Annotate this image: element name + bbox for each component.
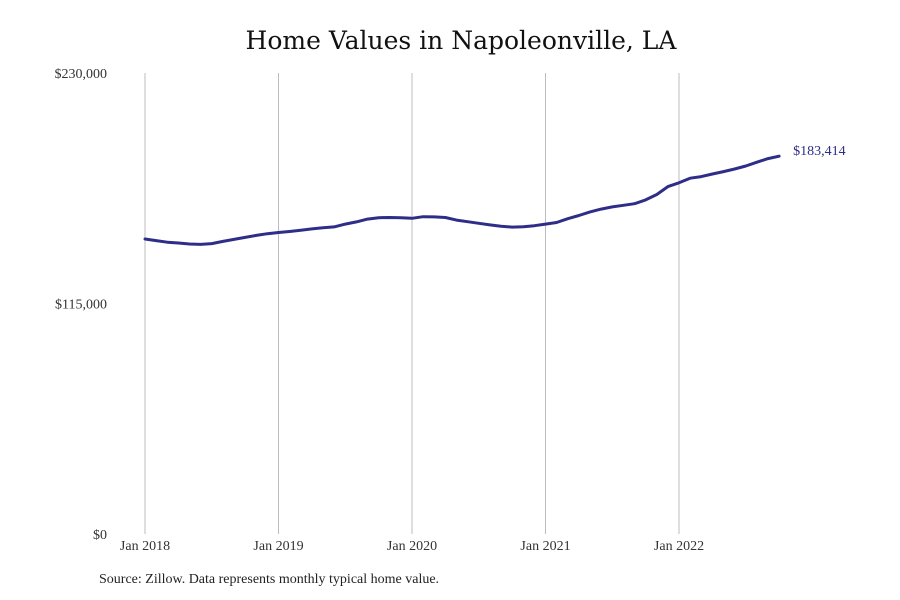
- x-tick-label: Jan 2021: [520, 539, 570, 554]
- y-tick-label: $0: [93, 528, 107, 543]
- y-tick-label: $115,000: [55, 298, 107, 313]
- x-tick-label: Jan 2018: [120, 539, 170, 554]
- y-axis-labels: $0 $115,000 $230,000: [55, 67, 108, 543]
- gridlines: [144, 73, 680, 534]
- home-value-line: [143, 154, 781, 246]
- x-tick-label: Jan 2019: [253, 539, 303, 554]
- x-tick-label: Jan 2022: [654, 539, 704, 554]
- y-tick-label: $230,000: [55, 67, 108, 82]
- x-tick-label: Jan 2020: [387, 539, 437, 554]
- chart-title: Home Values in Napoleonville, LA: [245, 26, 677, 55]
- latest-value-label: $183,414: [793, 144, 846, 159]
- source-note: Source: Zillow. Data represents monthly …: [99, 572, 440, 587]
- x-axis-labels: Jan 2018 Jan 2019 Jan 2020 Jan 2021 Jan 2022: [120, 539, 704, 554]
